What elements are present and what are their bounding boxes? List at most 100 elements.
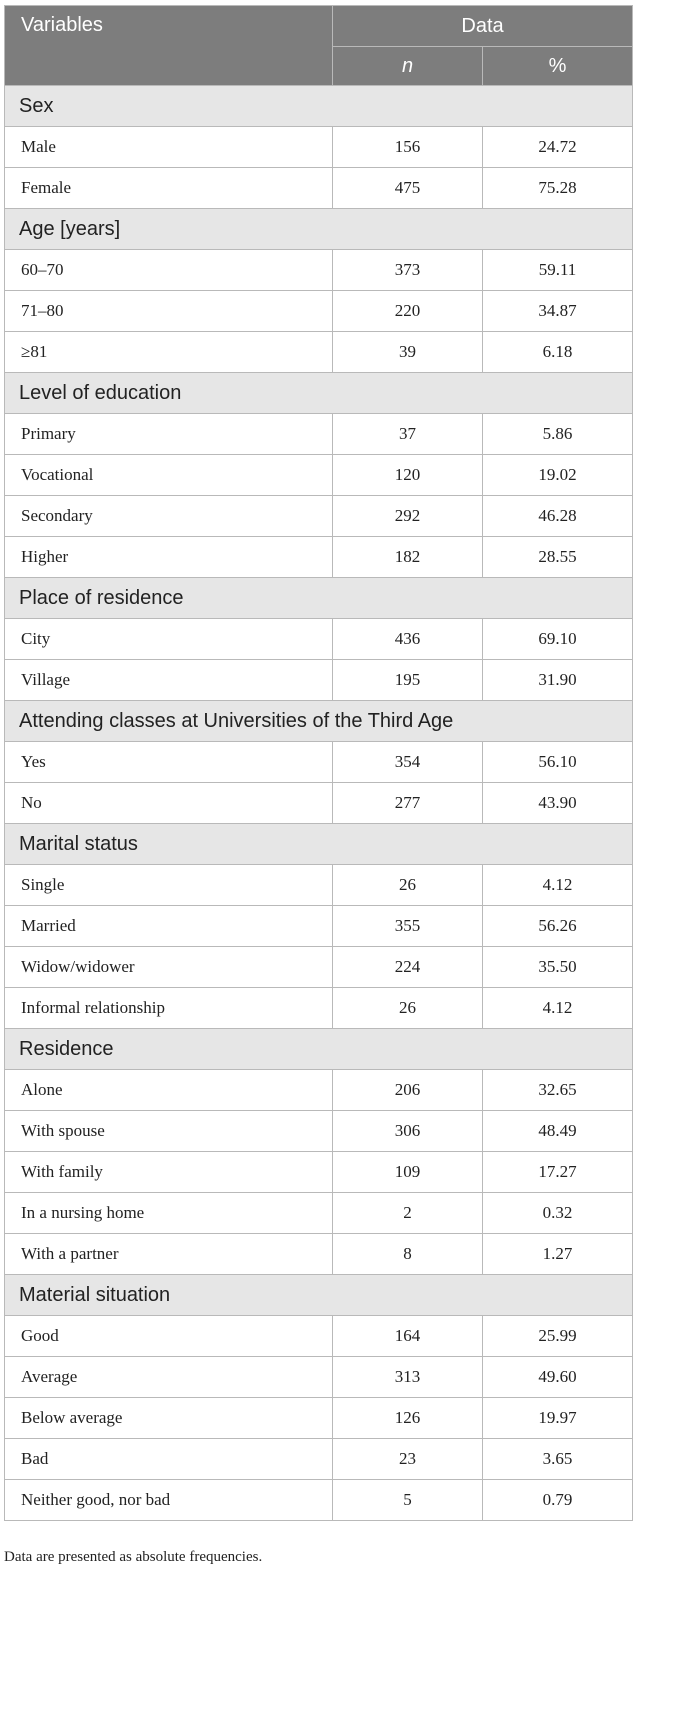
section-header-row: Marital status [4,823,633,865]
table-row: Neither good, nor bad 5 0.79 [4,1479,633,1521]
row-n-value: 206 [332,1069,483,1111]
table-row: With family 109 17.27 [4,1151,633,1193]
row-label: Married [4,905,333,947]
row-percent-value: 34.87 [482,290,633,332]
row-n-value: 26 [332,864,483,906]
row-label: Vocational [4,454,333,496]
row-percent-value: 1.27 [482,1233,633,1275]
table-footnote: Data are presented as absolute frequenci… [4,1549,263,1565]
row-n-value: 436 [332,618,483,660]
row-percent-value: 4.12 [482,864,633,906]
row-percent-value: 43.90 [482,782,633,824]
table-row: ≥81 39 6.18 [4,331,633,373]
table-row: Average 313 49.60 [4,1356,633,1398]
table-row: Alone 206 32.65 [4,1069,633,1111]
table-body: Sex Male 156 24.72 Female 475 75.28 Age [years]… [4,85,633,1521]
section-title: Age [years] [4,208,633,250]
table-row: Yes 354 56.10 [4,741,633,783]
table-row: 71–80 220 34.87 [4,290,633,332]
row-percent-value: 56.10 [482,741,633,783]
row-label: Primary [4,413,333,455]
section-title: Residence [4,1028,633,1070]
row-label: Single [4,864,333,906]
table-row: Widow/widower 224 35.50 [4,946,633,988]
row-n-value: 355 [332,905,483,947]
row-label: With spouse [4,1110,333,1152]
row-label: Higher [4,536,333,578]
row-label: Average [4,1356,333,1398]
table-row: Below average 126 19.97 [4,1397,633,1439]
table-row: Vocational 120 19.02 [4,454,633,496]
row-percent-value: 25.99 [482,1315,633,1357]
table-row: Female 475 75.28 [4,167,633,209]
table-row: With a partner 8 1.27 [4,1233,633,1275]
row-n-value: 313 [332,1356,483,1398]
row-n-value: 5 [332,1479,483,1521]
section-header-row: Age [years] [4,208,633,250]
row-percent-value: 28.55 [482,536,633,578]
row-n-value: 164 [332,1315,483,1357]
row-label: City [4,618,333,660]
row-label: Alone [4,1069,333,1111]
section-title: Material situation [4,1274,633,1316]
table-row: No 277 43.90 [4,782,633,824]
row-n-value: 306 [332,1110,483,1152]
row-n-value: 8 [332,1233,483,1275]
row-label: ≥81 [4,331,333,373]
row-percent-value: 49.60 [482,1356,633,1398]
row-percent-value: 48.49 [482,1110,633,1152]
section-header-row: Place of residence [4,577,633,619]
row-label: With a partner [4,1233,333,1275]
row-n-value: 475 [332,167,483,209]
row-percent-value: 17.27 [482,1151,633,1193]
row-percent-value: 46.28 [482,495,633,537]
table-row: Higher 182 28.55 [4,536,633,578]
section-header-row: Sex [4,85,633,127]
row-label: Yes [4,741,333,783]
section-header-row: Material situation [4,1274,633,1316]
table-row: Secondary 292 46.28 [4,495,633,537]
section-header-row: Residence [4,1028,633,1070]
row-n-value: 109 [332,1151,483,1193]
header-n: n [332,46,483,86]
row-n-value: 373 [332,249,483,291]
demographics-table: Variables Data n % Sex Male 156 24.72 Female… [4,5,633,1521]
row-n-value: 2 [332,1192,483,1234]
header-data: Data [332,5,633,47]
row-label: Bad [4,1438,333,1480]
row-n-value: 37 [332,413,483,455]
row-label: No [4,782,333,824]
row-percent-value: 4.12 [482,987,633,1029]
row-percent-value: 19.02 [482,454,633,496]
row-label: Good [4,1315,333,1357]
table-row: With spouse 306 48.49 [4,1110,633,1152]
row-percent-value: 5.86 [482,413,633,455]
table-header: Variables Data n % [4,5,633,86]
row-percent-value: 56.26 [482,905,633,947]
row-percent-value: 19.97 [482,1397,633,1439]
row-percent-value: 6.18 [482,331,633,373]
section-title: Attending classes at Universities of the… [4,700,633,742]
row-n-value: 292 [332,495,483,537]
row-percent-value: 0.79 [482,1479,633,1521]
row-n-value: 120 [332,454,483,496]
section-title: Level of education [4,372,633,414]
row-label: Neither good, nor bad [4,1479,333,1521]
table-row: Primary 37 5.86 [4,413,633,455]
header-variables: Variables [4,5,333,86]
row-percent-value: 24.72 [482,126,633,168]
row-n-value: 39 [332,331,483,373]
table-row: Male 156 24.72 [4,126,633,168]
table-row: Bad 23 3.65 [4,1438,633,1480]
row-label: 71–80 [4,290,333,332]
row-n-value: 220 [332,290,483,332]
table-container: Variables Data n % Sex Male 156 24.72 Female… [4,5,633,1521]
row-label: In a nursing home [4,1192,333,1234]
section-title: Sex [4,85,633,127]
table-row: Single 26 4.12 [4,864,633,906]
row-percent-value: 69.10 [482,618,633,660]
table-row: Village 195 31.90 [4,659,633,701]
table-row: Good 164 25.99 [4,1315,633,1357]
header-percent: % [482,46,633,86]
row-n-value: 182 [332,536,483,578]
